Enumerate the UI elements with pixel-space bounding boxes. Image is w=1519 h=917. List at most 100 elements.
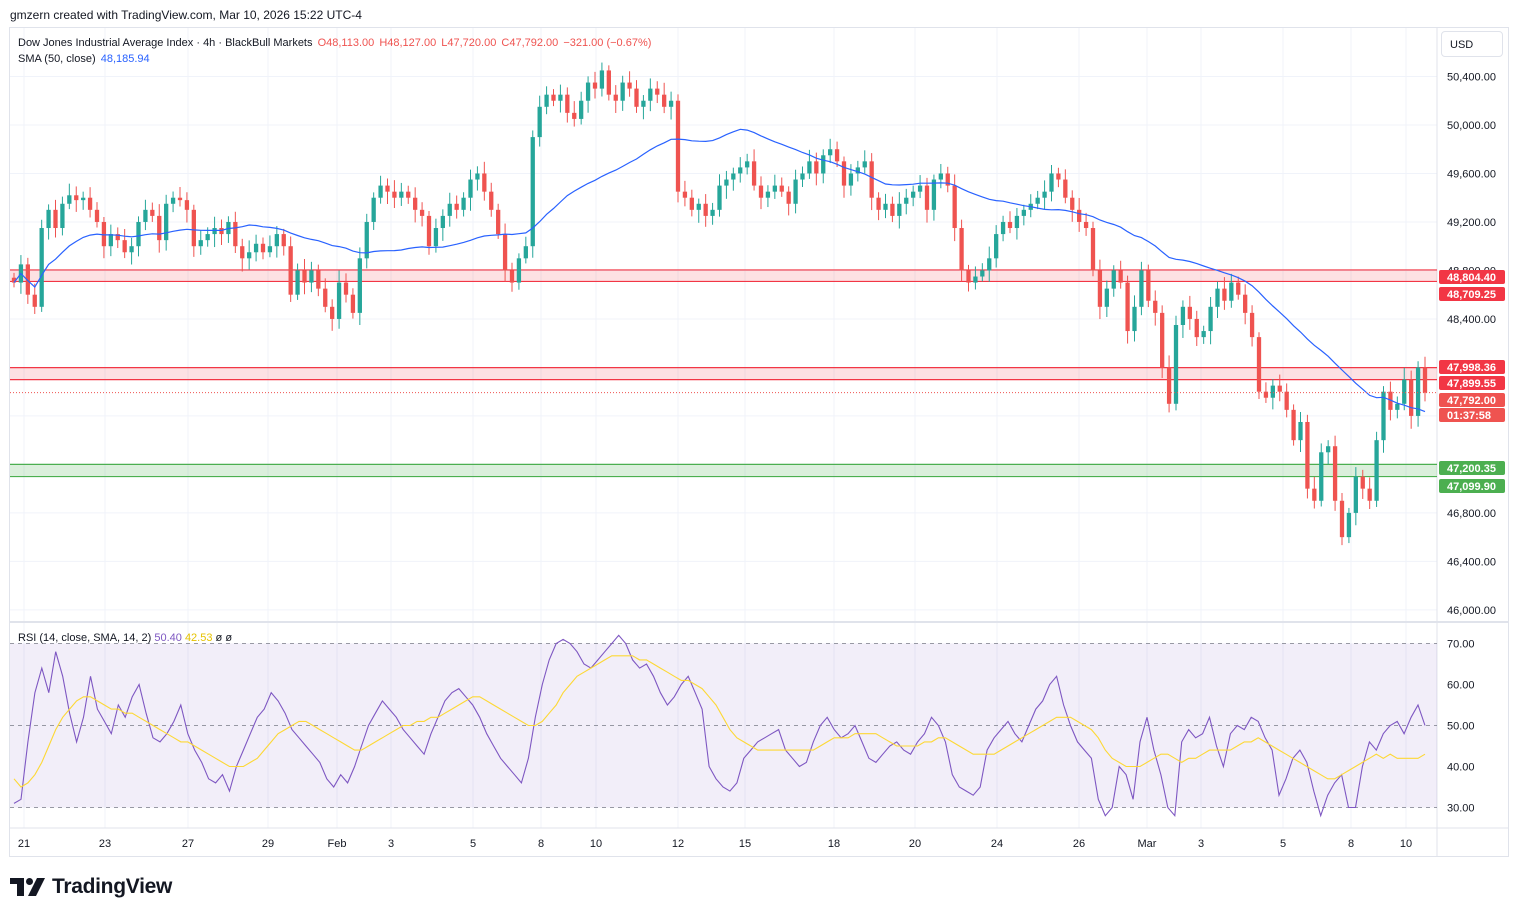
price-tick-label: 50,400.00 [1447, 71, 1496, 83]
candle-body [482, 173, 487, 192]
candle-body [994, 234, 999, 259]
candle-body [129, 246, 134, 253]
tradingview-logo: TradingView [10, 874, 172, 900]
price-label-s-bottom-bg [1439, 479, 1505, 493]
candle-body [1326, 446, 1331, 453]
price-label-r2-top: 47,998.36 [1447, 362, 1496, 374]
candle-body [1132, 306, 1137, 332]
candle-body [39, 228, 44, 307]
candle-body [1063, 179, 1068, 198]
price-tick-label: 46,000.00 [1447, 605, 1496, 617]
candle-body [959, 228, 964, 271]
candle-body [343, 282, 349, 295]
candle-body [765, 191, 771, 198]
candle-body [1208, 306, 1213, 332]
candle-body [205, 234, 210, 241]
candle-body [198, 240, 203, 247]
candle-body [1146, 270, 1151, 301]
support-zone [10, 464, 1437, 477]
rsi-tick-label: 40.00 [1447, 762, 1475, 774]
candle-body [496, 209, 501, 235]
candle-body [399, 191, 404, 198]
candle-body [1097, 270, 1103, 307]
candle-body [1111, 270, 1116, 289]
candle-body [1139, 270, 1144, 307]
candle-body [357, 258, 362, 313]
candle-body [696, 203, 701, 210]
candle-body [917, 185, 923, 192]
candle-body [32, 294, 37, 307]
candle-body [1070, 197, 1075, 210]
candle-body [572, 112, 577, 119]
candle-body [980, 270, 985, 277]
candle-body [516, 258, 522, 283]
candle-body [1083, 221, 1089, 229]
candle-body [274, 234, 279, 247]
candle-body [1388, 391, 1393, 410]
candle-body [447, 203, 452, 216]
candle-body [468, 179, 473, 198]
candle-body [772, 185, 777, 192]
candle-body [1312, 488, 1317, 501]
candle-body [883, 203, 888, 210]
rsi-extra-2: ø [225, 632, 233, 644]
chart-frame [9, 27, 1509, 857]
candle-body [1360, 476, 1365, 489]
candle-body [1263, 391, 1269, 398]
candle-body [295, 270, 300, 295]
candle-body [675, 100, 681, 192]
candle-body [1160, 312, 1165, 368]
price-label-r1-top: 48,804.40 [1447, 272, 1496, 284]
currency-selector[interactable]: USD [1441, 31, 1503, 57]
candle-body [247, 252, 252, 259]
candle-body [862, 161, 867, 168]
candle-body [751, 161, 757, 186]
candle-body [454, 203, 459, 210]
candle-body [1395, 403, 1400, 410]
candle-body [758, 185, 764, 198]
candle-body [184, 200, 190, 210]
ohlc-low: L47,720.00 [441, 37, 497, 49]
rsi-label[interactable]: RSI (14, close, SMA, 14, 2) [18, 632, 152, 644]
price-label-r2-top-bg [1439, 360, 1505, 374]
candle-body [1243, 294, 1248, 313]
candle-body [385, 185, 390, 192]
candle-body [1298, 421, 1303, 441]
candle-body [1284, 391, 1289, 410]
price-tick-label: 50,000.00 [1447, 120, 1496, 132]
candle-body [807, 161, 812, 174]
sma-label[interactable]: SMA (50, close) [18, 53, 96, 65]
time-tick-label: 10 [590, 838, 602, 850]
symbol-label[interactable]: Dow Jones Industrial Average Index · 4h … [18, 37, 313, 49]
candle-body [81, 197, 86, 201]
sma-50-line [13, 128, 1426, 413]
candle-body [530, 137, 535, 247]
candle-body [489, 191, 494, 210]
candle-body [945, 173, 950, 186]
time-tick-label: 10 [1400, 838, 1412, 850]
candle-body [170, 197, 176, 204]
candle-body [855, 167, 860, 174]
candle-body [67, 195, 72, 204]
countdown-label: 01:37:58 [1447, 410, 1491, 422]
candle-body [364, 221, 369, 259]
rsi-tick-label: 60.00 [1447, 680, 1475, 692]
candle-body [710, 209, 715, 216]
candle-body [1007, 221, 1013, 229]
candle-body [1180, 306, 1186, 325]
candle-body [537, 106, 542, 138]
candle-body [876, 197, 881, 210]
resistance-zone-2 [10, 367, 1437, 380]
rsi-value: 50.40 [154, 632, 182, 644]
candle-body [897, 203, 902, 216]
candle-body [558, 94, 563, 101]
candle-body [1104, 288, 1109, 307]
candle-body [253, 243, 259, 253]
candle-body [1125, 282, 1130, 332]
candle-body [309, 270, 314, 283]
candle-body [1353, 476, 1358, 513]
candle-body [440, 215, 445, 229]
candle-body [606, 70, 611, 95]
rsi-line [13, 634, 1426, 818]
